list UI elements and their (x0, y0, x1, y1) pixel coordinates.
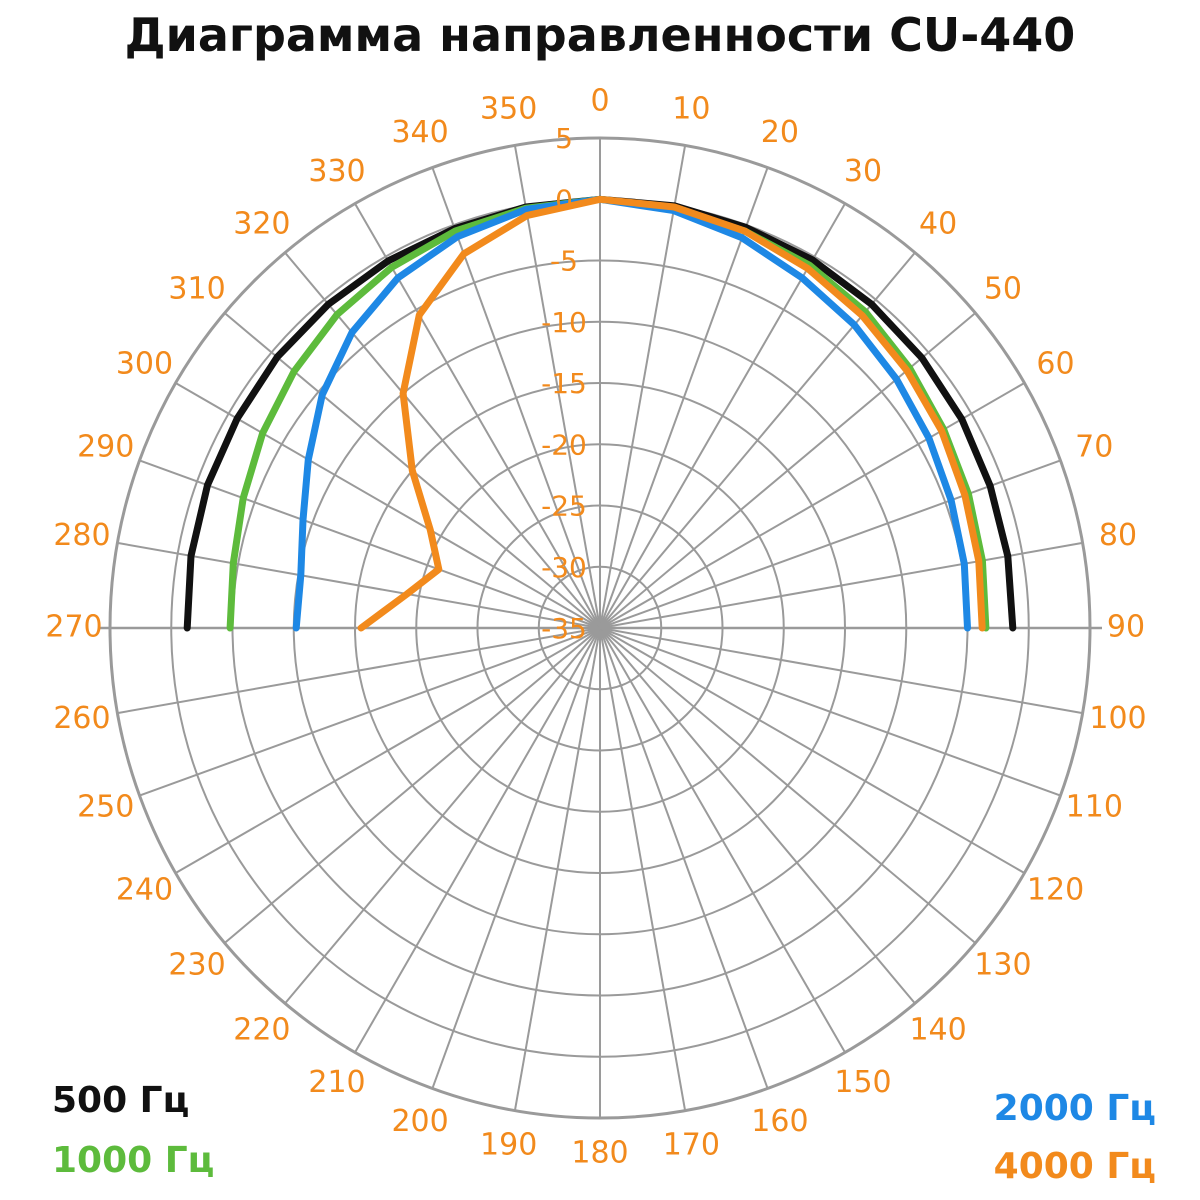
grid-spoke (354, 203, 601, 629)
radial-tick-label: 0 (555, 183, 573, 216)
grid-spoke (175, 627, 601, 874)
angle-tick-label: 220 (233, 1012, 290, 1047)
chart-title: Диаграмма направленности CU-440 (124, 8, 1076, 62)
angle-tick-label: 150 (834, 1065, 891, 1100)
angle-tick-label: 250 (77, 789, 134, 824)
angle-tick-label: 190 (480, 1128, 537, 1163)
grid-spoke (223, 627, 601, 944)
grid-spoke (599, 541, 1083, 629)
angle-tick-label: 110 (1066, 789, 1123, 824)
grid-spoke (599, 145, 687, 629)
angle-tick-label: 30 (844, 154, 882, 189)
angle-tick-label: 240 (116, 873, 173, 908)
angle-tick-label: 200 (391, 1104, 448, 1139)
grid-spoke (117, 541, 601, 629)
angle-tick-label: 180 (571, 1136, 628, 1171)
legend-item-2000hz: 2000 Гц (993, 1088, 1156, 1129)
grid-spoke (599, 203, 846, 629)
grid-spoke (599, 627, 846, 1053)
radial-tick-label: -25 (541, 490, 587, 523)
grid-spoke (513, 145, 601, 629)
grid-spoke (284, 627, 601, 1005)
grid-spoke (599, 627, 1025, 874)
angle-tick-label: 60 (1036, 347, 1074, 382)
radial-tick-label: 5 (555, 122, 573, 155)
series-layer (183, 195, 1017, 632)
legend-item-500hz: 500 Гц (52, 1080, 190, 1121)
grid-spoke (599, 627, 977, 944)
polar-grid (98, 136, 1102, 1120)
angle-tick-label: 160 (751, 1104, 808, 1139)
grid-spoke (139, 459, 601, 629)
grid-spoke (431, 627, 601, 1089)
angle-tick-label: 340 (391, 115, 448, 150)
grid-spoke (599, 312, 977, 629)
angle-tick-label: 170 (663, 1128, 720, 1163)
grid-spoke (354, 627, 601, 1053)
radial-tick-label: -35 (541, 612, 587, 645)
grid-spoke (513, 627, 601, 1111)
grid-spoke (139, 627, 601, 797)
angle-tick-label: 330 (308, 154, 365, 189)
angle-tick-label: 40 (919, 207, 957, 242)
grid-spoke (599, 627, 769, 1089)
angle-tick-label: 80 (1099, 518, 1137, 553)
angle-tick-label: 290 (77, 430, 134, 465)
grid-spoke (599, 627, 687, 1111)
angle-tick-label: 270 (45, 610, 102, 645)
radial-tick-label: -20 (541, 428, 587, 461)
angle-tick-label: 140 (909, 1012, 966, 1047)
angle-tick-label: 130 (974, 948, 1031, 983)
angle-tick-label: 320 (233, 207, 290, 242)
radial-tick-label: -5 (550, 245, 578, 278)
grid-spoke (175, 382, 601, 629)
angle-tick-label: 70 (1075, 430, 1113, 465)
grid-spoke (431, 167, 601, 629)
angle-tick-label: 100 (1089, 701, 1146, 736)
angle-tick-label: 120 (1027, 873, 1084, 908)
grid-spoke (599, 382, 1025, 629)
angle-tick-label: 50 (984, 271, 1022, 306)
angle-tick-label: 20 (761, 115, 799, 150)
legend-item-4000hz: 4000 Гц (993, 1146, 1156, 1187)
grid-spoke (599, 459, 1061, 629)
angle-tick-label: 350 (480, 91, 537, 126)
radial-tick-label: -30 (541, 551, 587, 584)
angle-tick-label: 280 (53, 518, 110, 553)
radial-tick-labels: 5 0 -5 -10 -15 -20 -25 -30 -35 (541, 122, 587, 645)
series-line-3 (357, 195, 986, 632)
legend-item-1000hz: 1000 Гц (52, 1140, 215, 1181)
angle-tick-label: 210 (308, 1065, 365, 1100)
grid-spoke (599, 167, 769, 629)
angle-tick-label: 300 (116, 347, 173, 382)
grid-spoke (599, 627, 916, 1005)
angle-tick-label: 230 (168, 948, 225, 983)
angle-tick-label: 0 (590, 84, 609, 119)
angle-tick-label: 10 (672, 91, 710, 126)
grid-spoke (117, 627, 601, 715)
angle-tick-label: 260 (53, 701, 110, 736)
radial-tick-label: -15 (541, 367, 587, 400)
grid-spoke (599, 627, 1061, 797)
grid-spoke (599, 627, 1083, 715)
angle-tick-label: 90 (1107, 610, 1145, 645)
angle-tick-label: 310 (168, 271, 225, 306)
radial-tick-label: -10 (541, 306, 587, 339)
angle-tick-labels: 0 102030405060708090100110120130140150160… (45, 84, 1146, 1171)
